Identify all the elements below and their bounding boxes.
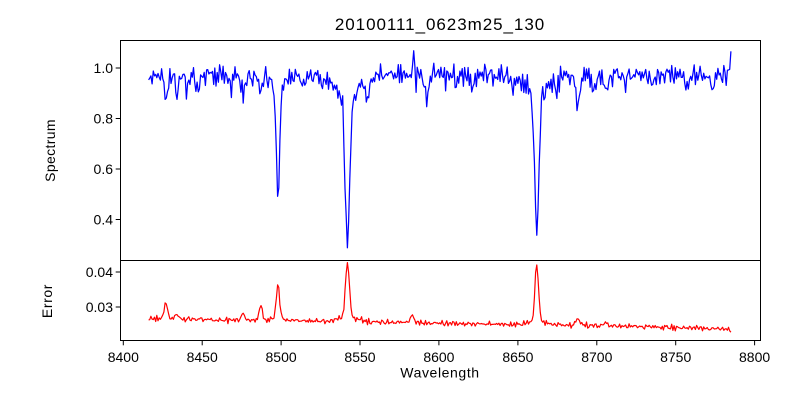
svg-text:1.0: 1.0 — [94, 60, 114, 76]
svg-text:8800: 8800 — [739, 349, 770, 365]
svg-text:8650: 8650 — [502, 349, 533, 365]
svg-text:0.4: 0.4 — [94, 212, 114, 228]
svg-text:8750: 8750 — [660, 349, 691, 365]
svg-text:8450: 8450 — [187, 349, 218, 365]
svg-text:Error: Error — [39, 284, 55, 318]
svg-text:8500: 8500 — [266, 349, 297, 365]
svg-text:0.6: 0.6 — [94, 161, 114, 177]
svg-text:8400: 8400 — [108, 349, 139, 365]
svg-text:0.03: 0.03 — [86, 299, 113, 315]
svg-text:8550: 8550 — [344, 349, 375, 365]
svg-text:8700: 8700 — [581, 349, 612, 365]
svg-text:Wavelength: Wavelength — [400, 365, 479, 381]
svg-text:0.8: 0.8 — [94, 111, 114, 127]
svg-text:0.04: 0.04 — [86, 264, 113, 280]
svg-text:20100111_0623m25_130: 20100111_0623m25_130 — [335, 15, 545, 34]
svg-text:8600: 8600 — [423, 349, 454, 365]
svg-text:Spectrum: Spectrum — [42, 119, 58, 182]
